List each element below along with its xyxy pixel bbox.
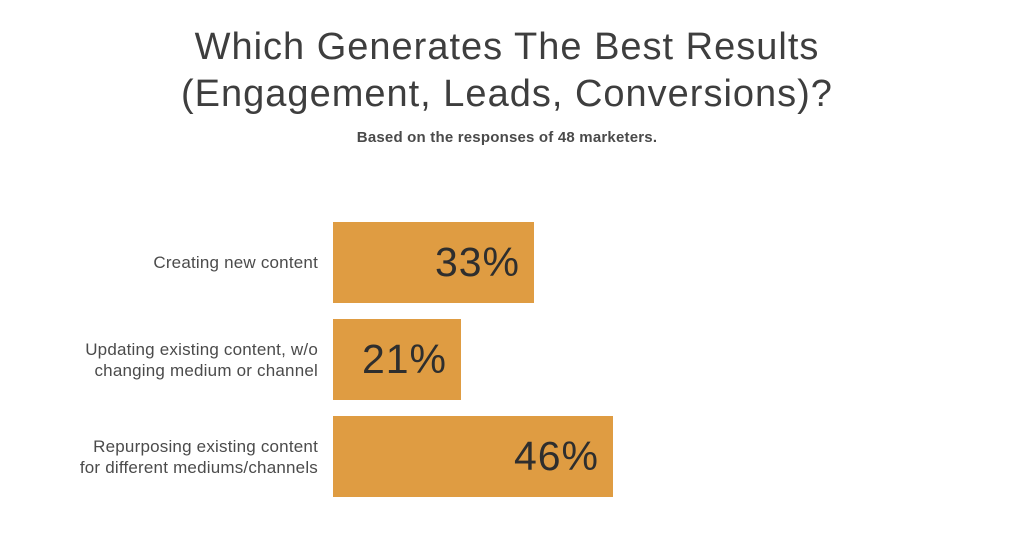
- bar: 21%: [333, 319, 461, 400]
- bar-chart: Creating new content 33% Updating existing…: [0, 222, 613, 497]
- bar-value-label: 33%: [434, 239, 520, 285]
- category-label-line: for different mediums/channels: [79, 457, 318, 477]
- category-label: Repurposing existing content for differen…: [0, 416, 333, 497]
- bar-value-label: 46%: [513, 433, 599, 479]
- category-label-line: changing medium or channel: [94, 360, 318, 380]
- category-label: Updating existing content, w/o changing m…: [0, 319, 333, 400]
- bar-row: Creating new content 33%: [0, 222, 613, 303]
- chart-subtitle: Based on the responses of 48 marketers.: [356, 129, 658, 146]
- category-label: Creating new content: [0, 222, 333, 303]
- bar: 33%: [333, 222, 534, 303]
- category-label-line: Repurposing existing content: [93, 436, 318, 456]
- bar-row: Repurposing existing content for differen…: [0, 416, 613, 497]
- bar-value-label: 21%: [361, 336, 447, 382]
- chart-title-line-1: Which Generates The Best Results: [194, 26, 820, 68]
- category-label-line: Updating existing content, w/o: [85, 339, 318, 359]
- bar: 46%: [333, 416, 613, 497]
- bar-row: Updating existing content, w/o changing m…: [0, 319, 613, 400]
- chart-title-line-2: (Engagement, Leads, Conversions)?: [181, 73, 833, 115]
- chart-title: Which Generates The Best Results (Engage…: [0, 24, 1014, 118]
- category-label-line: Creating new content: [153, 253, 318, 272]
